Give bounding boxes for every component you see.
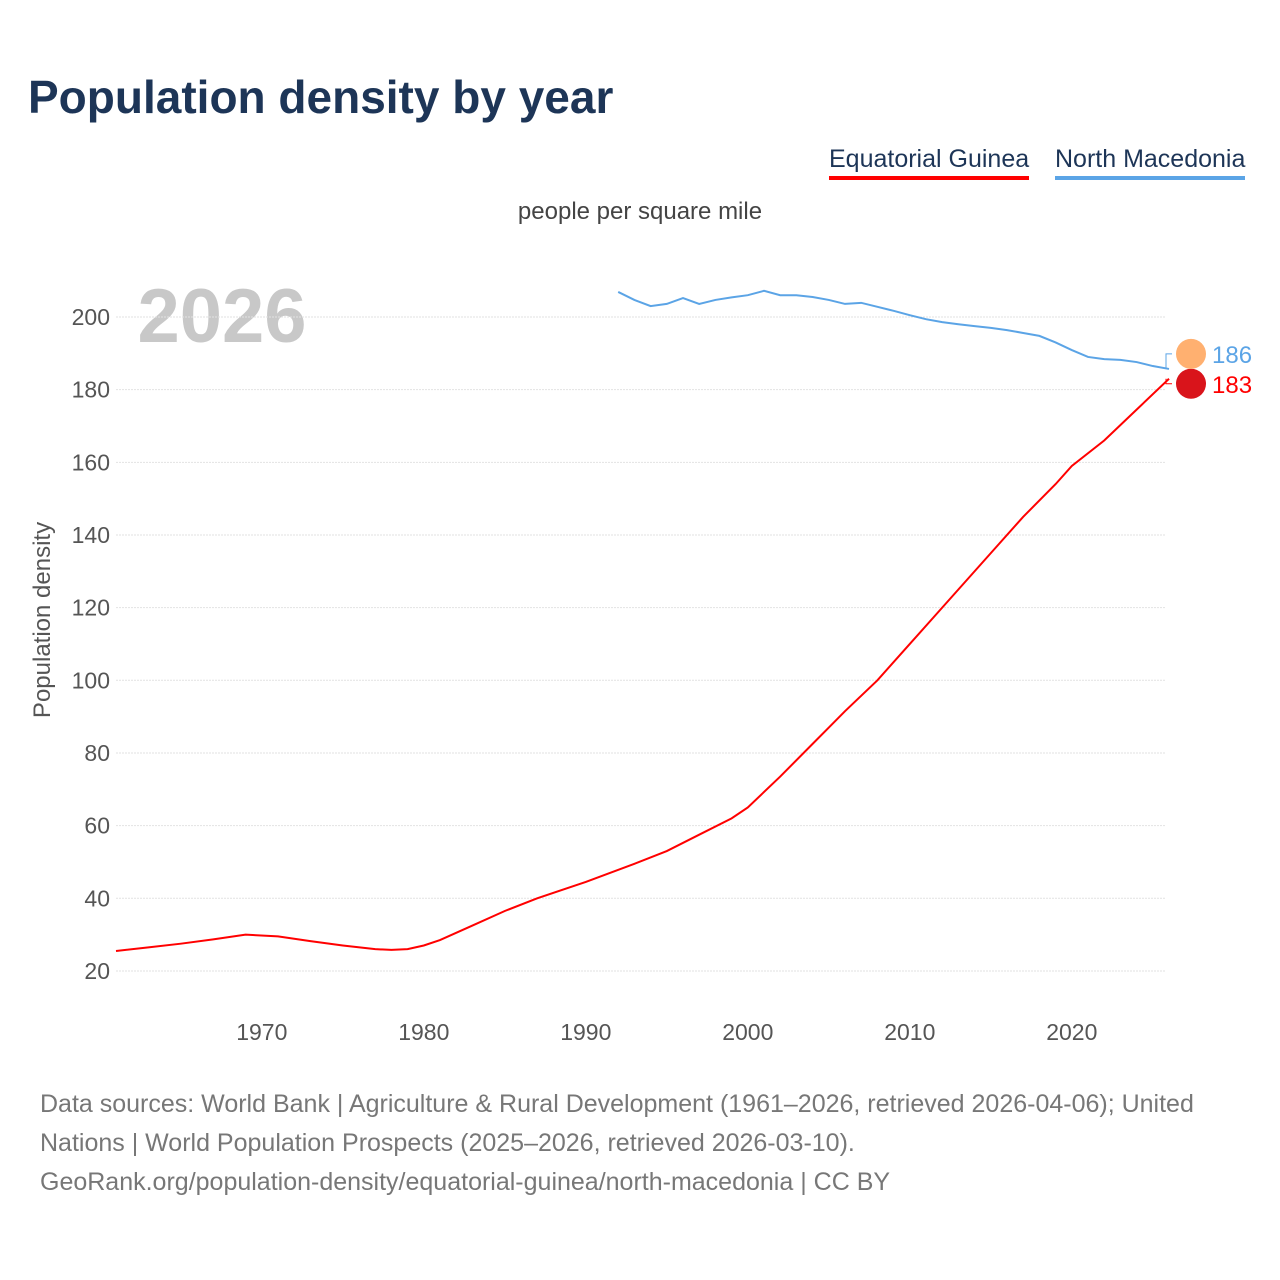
y-tick-label: 80: [84, 740, 110, 766]
y-tick-label: 60: [84, 813, 110, 839]
chart-subtitle: people per square mile: [517, 198, 763, 225]
x-tick-label: 1970: [236, 1019, 287, 1045]
footer: Data sources: World Bank | Agriculture &…: [40, 1085, 1250, 1202]
y-tick-label: 40: [84, 885, 110, 911]
legend-north-macedonia[interactable]: North Macedonia: [1055, 145, 1246, 180]
y-tick-label: 20: [84, 958, 110, 984]
flag-icon: [1176, 368, 1206, 399]
end-label-connector: [1165, 378, 1172, 385]
x-tick-label: 1990: [560, 1019, 611, 1045]
flag-icon: [1176, 338, 1206, 369]
legend-equatorial-guinea[interactable]: Equatorial Guinea: [829, 145, 1030, 180]
y-tick-label: 180: [72, 377, 110, 403]
x-tick-label: 1980: [398, 1019, 449, 1045]
y-tick-label: 100: [72, 667, 110, 693]
y-axis-label: Population density: [29, 522, 56, 718]
x-tick-label: 2010: [884, 1019, 935, 1045]
y-tick-label: 160: [72, 449, 110, 475]
source-link[interactable]: GeoRank.org/population-density/equatoria…: [40, 1168, 891, 1196]
y-tick-label: 200: [72, 304, 110, 330]
x-tick-label: 2020: [1046, 1019, 1097, 1045]
end-value-label: 186: [1212, 342, 1252, 369]
end-value-label: 183: [1212, 372, 1252, 399]
x-tick-label: 2000: [722, 1019, 773, 1045]
page-title: Population density by year: [28, 71, 614, 123]
y-tick-label: 140: [72, 522, 110, 548]
y-tick-label: 120: [72, 595, 110, 621]
series-line-north-macedonia: [617, 289, 1170, 370]
series-line-equatorial-guinea: [115, 378, 1170, 952]
data-sources: Data sources: World Bank | Agriculture &…: [40, 1090, 1194, 1157]
end-label-connector: [1165, 353, 1172, 369]
